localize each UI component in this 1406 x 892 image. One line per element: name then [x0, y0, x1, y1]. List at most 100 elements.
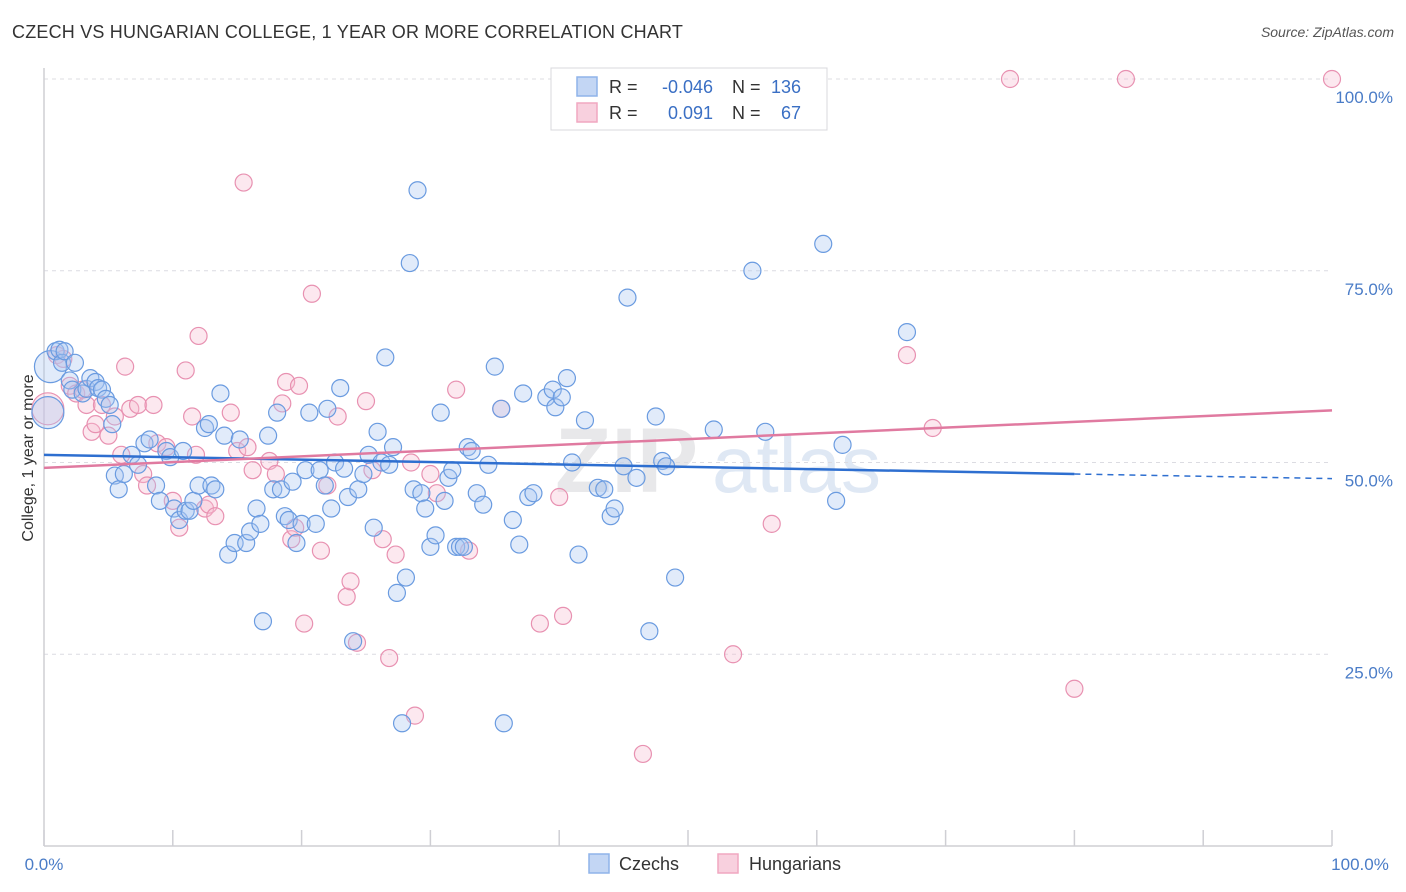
hungarians-point-29	[206, 507, 225, 526]
hungarians-point-53	[380, 648, 399, 668]
czechs-point-0	[31, 396, 65, 430]
czechs-point-25	[146, 476, 166, 495]
hungarians-point-16	[134, 464, 153, 484]
czechs-point-123	[618, 288, 637, 307]
czechs-point-71	[349, 480, 368, 499]
czechs-point-121	[605, 499, 624, 518]
legend-hungarians-swatch	[717, 853, 739, 874]
czechs-point-33	[180, 501, 199, 520]
gridlines	[44, 78, 1332, 655]
czechs-point-103	[492, 399, 511, 418]
czechs-point-83	[400, 253, 419, 273]
hungarians-point-41	[289, 376, 309, 395]
czechs-point-116	[569, 545, 588, 564]
czechs-point-16	[100, 395, 119, 415]
czechs-point-29	[164, 499, 184, 518]
czechs-point-126	[646, 407, 665, 426]
czechs-point-117	[575, 411, 595, 430]
x-tick-label-min: 0.0%	[25, 855, 64, 874]
czechs-point-40	[211, 384, 230, 403]
czechs-point-34	[184, 491, 203, 510]
czechs-point-102	[485, 357, 504, 376]
czechs-point-50	[259, 426, 278, 445]
czechs-point-130	[704, 420, 723, 439]
legend-czechs-label: Czechs	[619, 854, 679, 874]
hungarians-point-73	[1322, 69, 1342, 89]
czechs-point-105	[503, 510, 522, 530]
czechs-point-7	[63, 380, 82, 399]
hungarians-point-47	[337, 587, 356, 606]
hungarians-point-43	[302, 284, 322, 303]
czechs-point-61	[306, 514, 325, 533]
czechs-point-67	[331, 379, 350, 398]
czechs-point-14	[92, 380, 112, 399]
hungarians-point-32	[234, 173, 253, 192]
czechs-n-label: N =	[732, 77, 761, 97]
series-legend: Czechs Hungarians	[588, 853, 841, 874]
czechs-point-39	[206, 480, 225, 499]
hungarians-point-57	[421, 464, 440, 484]
y-tick-labels: 25.0% 50.0% 75.0% 100.0%	[1335, 88, 1393, 682]
czechs-point-89	[426, 526, 445, 545]
legend-hungarians-label: Hungarians	[749, 854, 841, 874]
czechs-point-94	[447, 537, 466, 556]
czechs-point-4	[52, 353, 72, 372]
hungarians-point-71	[1065, 679, 1084, 698]
czechs-point-64	[318, 399, 337, 418]
czechs-point-48	[251, 514, 270, 533]
czechs-point-136	[897, 323, 917, 342]
hungarians-point-72	[1116, 69, 1136, 89]
y-tick-label-75: 75.0%	[1345, 280, 1393, 299]
hungarians-point-67	[762, 514, 781, 533]
czechs-point-109	[524, 484, 543, 503]
czechs-point-85	[408, 181, 427, 200]
hungarians-point-62	[530, 614, 549, 633]
hungarians-point-70	[1000, 69, 1020, 89]
hungarians-point-59	[447, 380, 466, 399]
hungarians-point-6	[77, 395, 96, 415]
czechs-point-124	[627, 468, 646, 487]
hungarians-point-46	[328, 407, 347, 426]
hungarians-point-22	[170, 518, 189, 537]
hungarians-point-21	[163, 491, 182, 510]
czechs-point-17	[103, 415, 122, 434]
hungarians-point-10	[99, 426, 118, 445]
czechs-point-56	[283, 472, 302, 491]
czechs-point-70	[344, 632, 363, 651]
czechs-point-91	[435, 491, 454, 510]
czechs-point-19	[109, 480, 128, 499]
hungarians-r-label: R =	[609, 103, 638, 123]
czechs-point-31	[174, 441, 193, 461]
czechs-point-51	[264, 480, 283, 499]
czechs-point-82	[396, 568, 416, 587]
czechs-point-86	[412, 484, 431, 503]
hungarians-n-value: 67	[781, 103, 801, 123]
hungarians-point-23	[176, 361, 195, 380]
czechs-point-74	[364, 518, 383, 537]
czechs-point-98	[462, 441, 481, 461]
hungarians-point-48	[341, 572, 360, 591]
czechs-point-69	[338, 487, 358, 507]
stats-legend: R = -0.046 N = 136 R = 0.091 N = 67	[550, 67, 828, 131]
czechs-point-72	[354, 464, 373, 484]
hungarians-point-44	[311, 541, 331, 560]
hungarians-point-30	[221, 403, 240, 422]
czechs-point-129	[666, 568, 685, 587]
czechs-point-95	[450, 537, 470, 556]
hungarians-point-66	[723, 645, 743, 664]
czechs-point-112	[546, 398, 565, 417]
czechs-point-63	[315, 476, 334, 495]
hungarians-point-64	[553, 606, 573, 626]
x-tick-label-max: 100.0%	[1331, 855, 1389, 874]
czechs-point-57	[287, 533, 306, 553]
hungarians-swatch	[576, 102, 598, 123]
czechs-point-135	[833, 435, 852, 454]
hungarians-points	[31, 69, 1342, 764]
czechs-point-30	[170, 510, 189, 530]
chart-title: CZECH VS HUNGARIAN COLLEGE, 1 YEAR OR MO…	[12, 22, 684, 42]
czechs-point-47	[247, 499, 266, 518]
czechs-point-59	[296, 461, 315, 480]
czechs-r-label: R =	[609, 77, 638, 97]
czechs-point-37	[199, 415, 218, 434]
czechs-point-104	[494, 714, 513, 733]
